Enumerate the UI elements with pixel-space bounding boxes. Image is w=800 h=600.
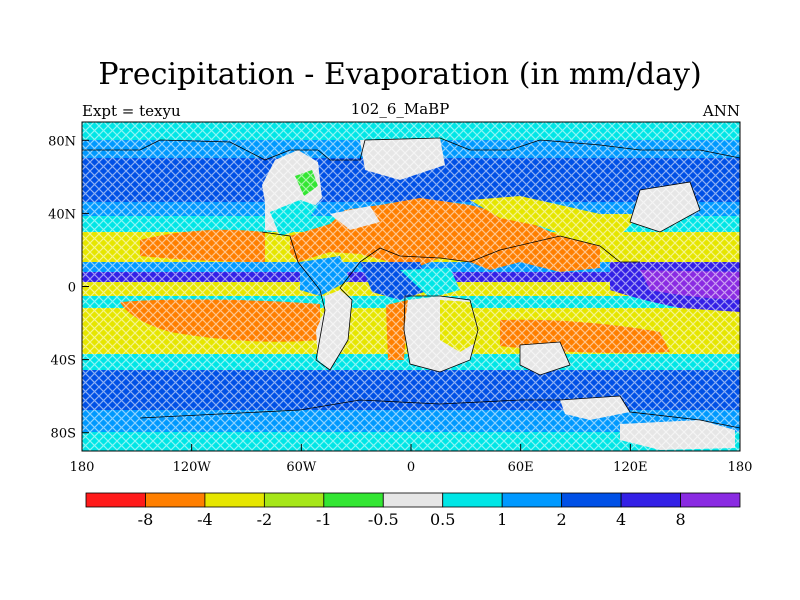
colorbar-label: -0.5 — [368, 510, 399, 529]
colorbar-label: -8 — [138, 510, 154, 529]
colorbar-label: -1 — [316, 510, 332, 529]
lat-tick-label: 0 — [68, 281, 76, 296]
latitude-axis: 80N 40N 0 40S 80S — [48, 134, 89, 442]
period-label: 102_6_MaBP — [350, 100, 450, 118]
colorbar-swatch — [263, 492, 325, 508]
figure-title: Precipitation - Evaporation (in mm/day) — [98, 57, 702, 92]
colorbar: -8 -4 -2 -1 -0.5 0.5 1 2 4 8 — [85, 492, 741, 529]
lon-tick-label: 0 — [407, 460, 415, 475]
season-label: ANN — [702, 102, 740, 120]
lon-tick-label: 120W — [173, 460, 212, 475]
colorbar-swatch — [501, 492, 563, 508]
colorbar-label: 1 — [497, 510, 507, 529]
precip-evap-field — [82, 122, 740, 451]
lat-tick-label: 80S — [51, 427, 76, 442]
colorbar-label: 2 — [557, 510, 567, 529]
lon-tick-label: 60W — [286, 460, 317, 475]
colorbar-label: -2 — [257, 510, 273, 529]
colorbar-swatch — [323, 492, 384, 508]
colorbar-label: -4 — [197, 510, 213, 529]
lon-tick-label: 60E — [508, 460, 534, 475]
colorbar-label: 4 — [616, 510, 626, 529]
experiment-label: Expt = texyu — [82, 102, 181, 120]
colorbar-swatch — [204, 492, 265, 508]
colorbar-swatch — [442, 492, 503, 508]
lon-tick-label: 180 — [70, 460, 95, 475]
colorbar-swatch — [561, 492, 622, 508]
lon-tick-label: 120E — [613, 460, 647, 475]
lat-tick-label: 80N — [48, 134, 76, 149]
longitude-axis: 180 120W 60W 0 60E 120E 180 — [70, 444, 753, 475]
lat-tick-label: 40S — [51, 354, 76, 369]
colorbar-swatch — [145, 492, 206, 508]
colorbar-swatch — [620, 492, 681, 508]
lat-tick-label: 40N — [48, 207, 76, 222]
colorbar-swatch — [85, 492, 146, 508]
lon-tick-label: 180 — [728, 460, 753, 475]
colorbar-label: 8 — [675, 510, 685, 529]
colorbar-swatch — [382, 492, 444, 508]
colorbar-swatch — [680, 492, 741, 508]
colorbar-label: 0.5 — [430, 510, 455, 529]
